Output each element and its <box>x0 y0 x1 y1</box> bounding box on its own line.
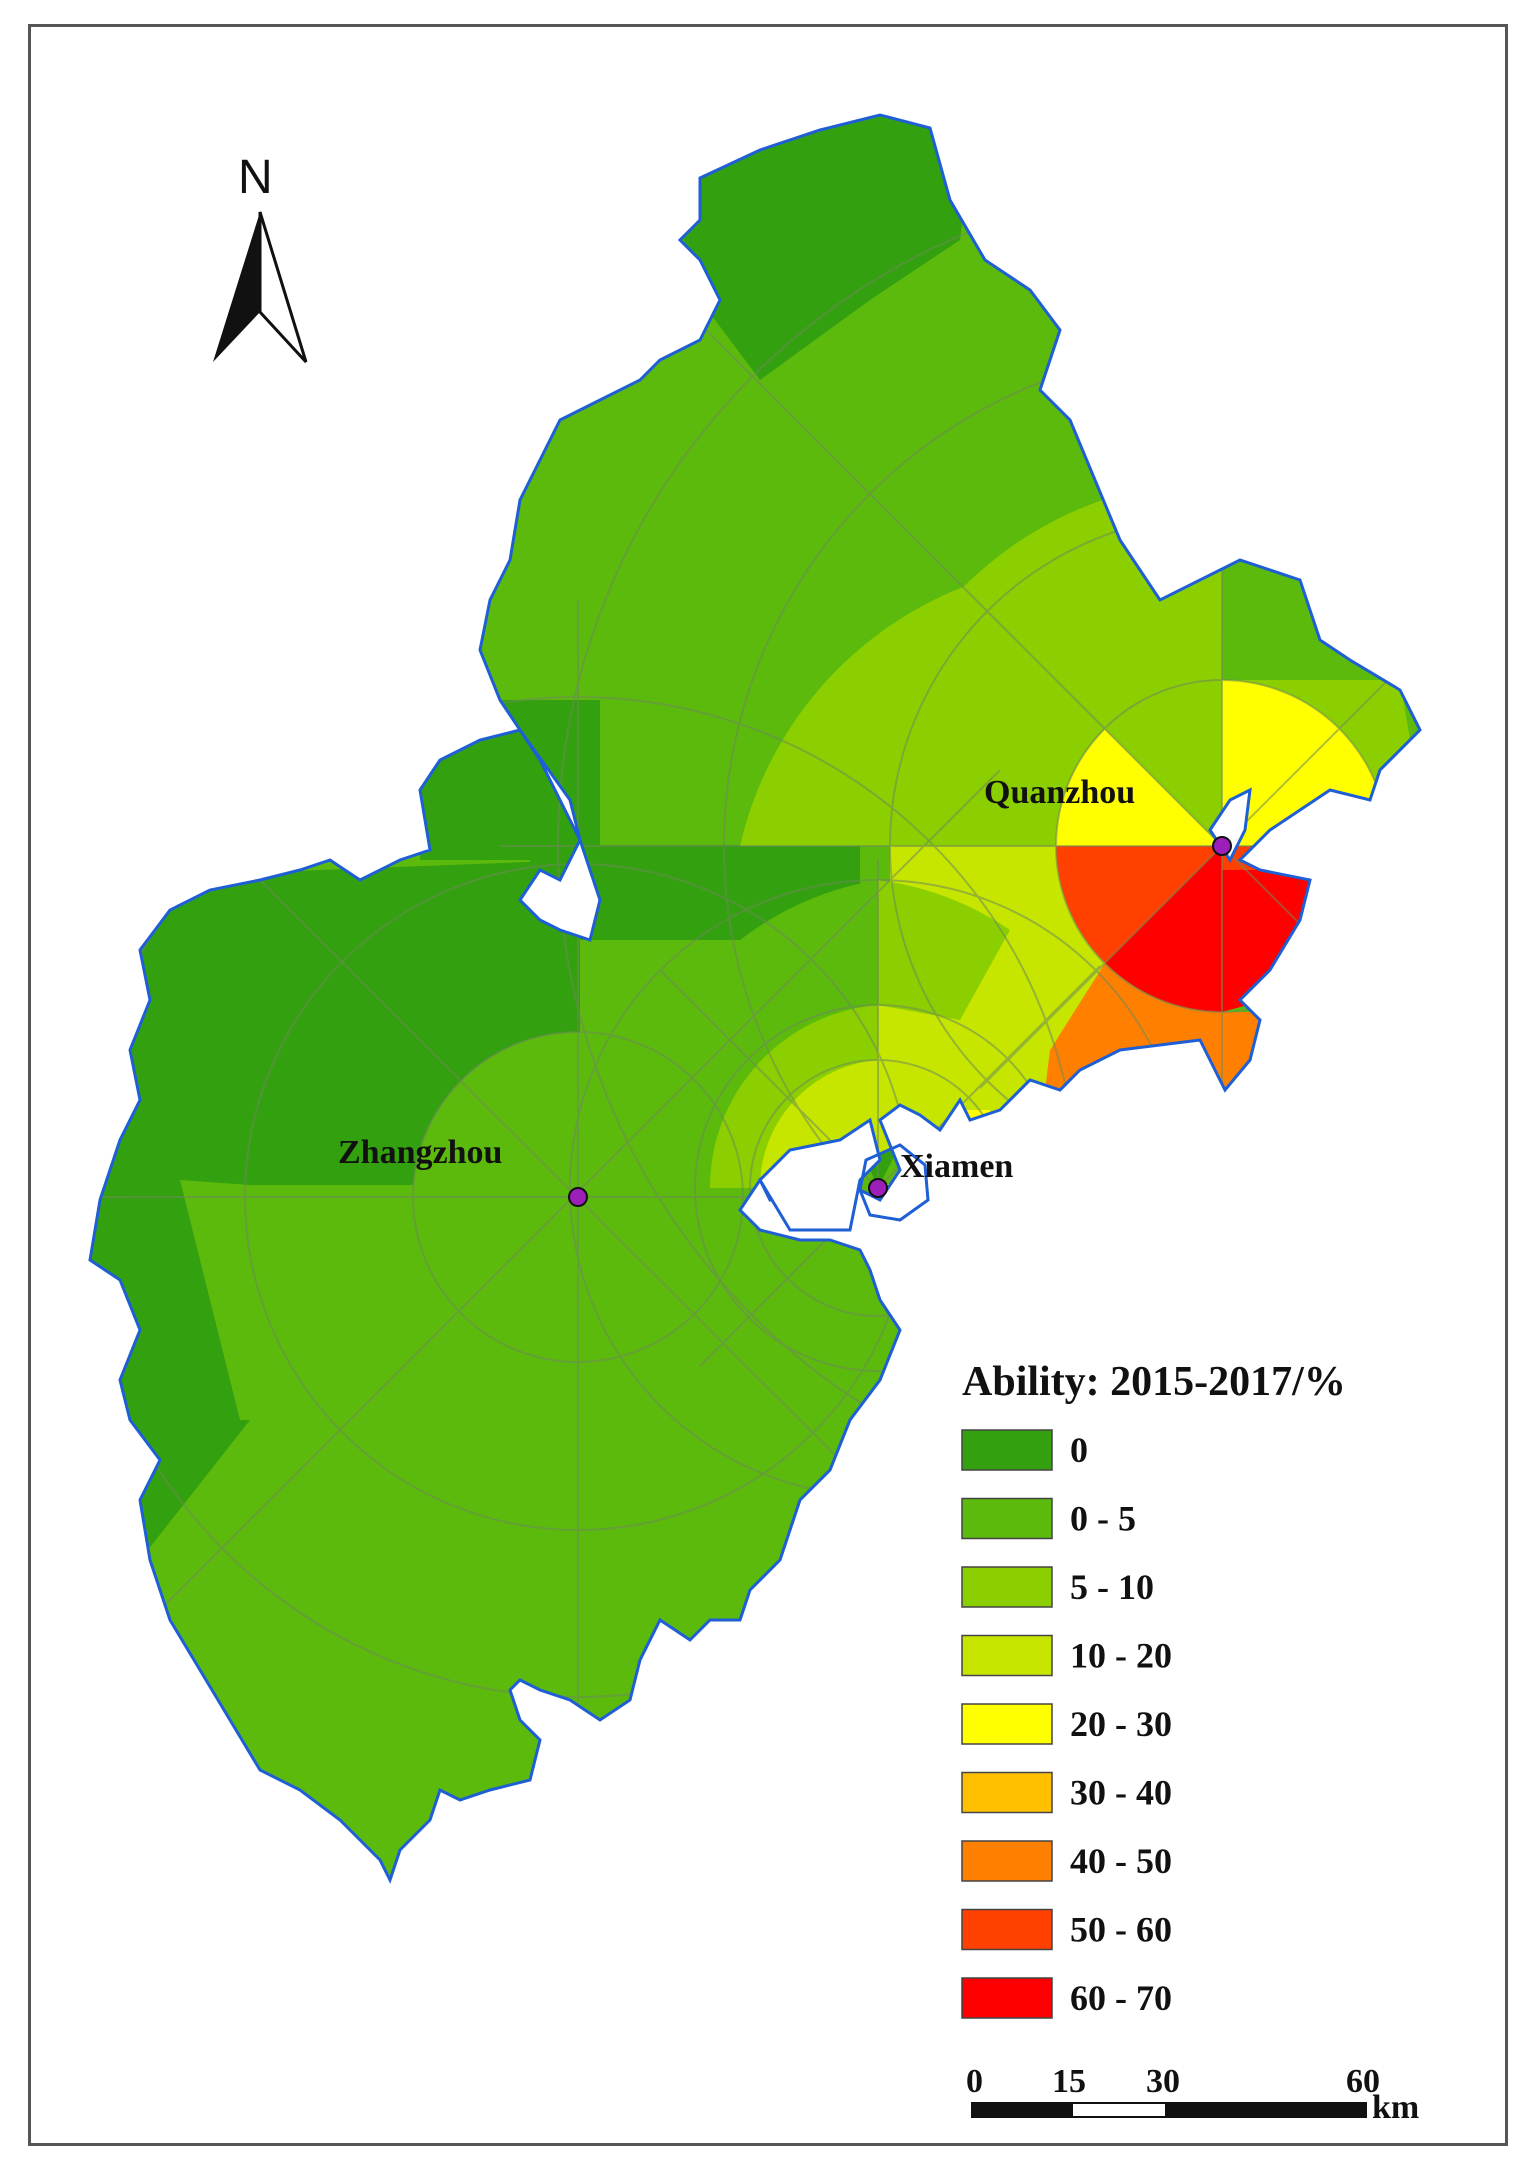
legend-swatch-8 <box>961 1977 1053 2019</box>
legend-swatch-4 <box>961 1703 1053 1745</box>
scale-bar: 0 15 30 60 km <box>966 2063 1419 2126</box>
legend-swatch-6 <box>961 1840 1053 1882</box>
city-label-zhangzhou: Zhangzhou <box>338 1134 502 1171</box>
scale-seg-2 <box>1071 2102 1167 2118</box>
quanzhou-sector-10-20-nw <box>1105 680 1222 846</box>
legend-label-2: 5 - 10 <box>1070 1567 1154 1607</box>
scale-tick-0: 0 <box>966 2063 983 2100</box>
scale-tick-15: 15 <box>1052 2063 1086 2100</box>
scale-seg-1 <box>971 2102 1073 2118</box>
legend-label-3: 10 - 20 <box>1070 1636 1172 1676</box>
legend-label-0: 0 <box>1070 1430 1088 1470</box>
quanzhou-sector-60-70 <box>1105 846 1240 1012</box>
city-label-xiamen: Xiamen <box>900 1148 1013 1185</box>
xiamen-island-outline <box>858 1143 930 1222</box>
legend-label-5: 30 - 40 <box>1070 1773 1172 1813</box>
legend: Ability: 2015-2017/% 0 0 - 5 5 - 10 10 - 20… <box>961 1359 1346 2019</box>
north-arrow-left-half <box>213 212 260 362</box>
north-arrow: N <box>213 151 308 364</box>
legend-swatch-1 <box>961 1497 1053 1540</box>
legend-label-8: 60 - 70 <box>1070 1978 1172 2018</box>
legend-label-6: 40 - 50 <box>1070 1841 1172 1881</box>
quanzhou-sector-60-70-east <box>1222 846 1340 1012</box>
zone-band-0 <box>420 700 600 860</box>
north-arrow-right-half <box>258 211 308 364</box>
legend-title: Ability: 2015-2017/% <box>962 1359 1346 1405</box>
city-marker-zhangzhou <box>568 1187 588 1207</box>
scale-seg-3 <box>1165 2102 1367 2118</box>
legend-label-7: 50 - 60 <box>1070 1910 1172 1950</box>
legend-items: 0 0 - 5 5 - 10 10 - 20 20 - 30 30 - 40 40 - 50… <box>961 1429 1172 2019</box>
city-label-quanzhou: Quanzhou <box>984 774 1135 811</box>
quanzhou-sector-20-30-nw <box>1056 729 1222 846</box>
city-marker-xiamen <box>868 1178 888 1198</box>
zone-mid-0 <box>520 845 860 940</box>
legend-swatch-3 <box>961 1634 1053 1677</box>
legend-swatch-2 <box>961 1566 1053 1608</box>
north-label: N <box>238 151 273 204</box>
zone-west-0 <box>90 860 580 1560</box>
legend-swatch-0 <box>961 1429 1053 1471</box>
quanzhou-sector-50-60 <box>1056 846 1222 963</box>
scale-tick-30: 30 <box>1146 2063 1180 2100</box>
legend-swatch-7 <box>961 1908 1053 1951</box>
legend-label-4: 20 - 30 <box>1070 1704 1172 1744</box>
city-marker-quanzhou <box>1212 836 1232 856</box>
scale-unit: km <box>1372 2089 1419 2126</box>
scale-tick-60: 60 <box>1346 2063 1380 2100</box>
legend-label-1: 0 - 5 <box>1070 1499 1136 1539</box>
xiamen-ring-east-5-10 <box>878 880 1010 1020</box>
legend-swatch-5 <box>961 1771 1053 1814</box>
inner-water-outline <box>758 1117 882 1232</box>
xiamen-island-0 <box>866 1145 900 1188</box>
